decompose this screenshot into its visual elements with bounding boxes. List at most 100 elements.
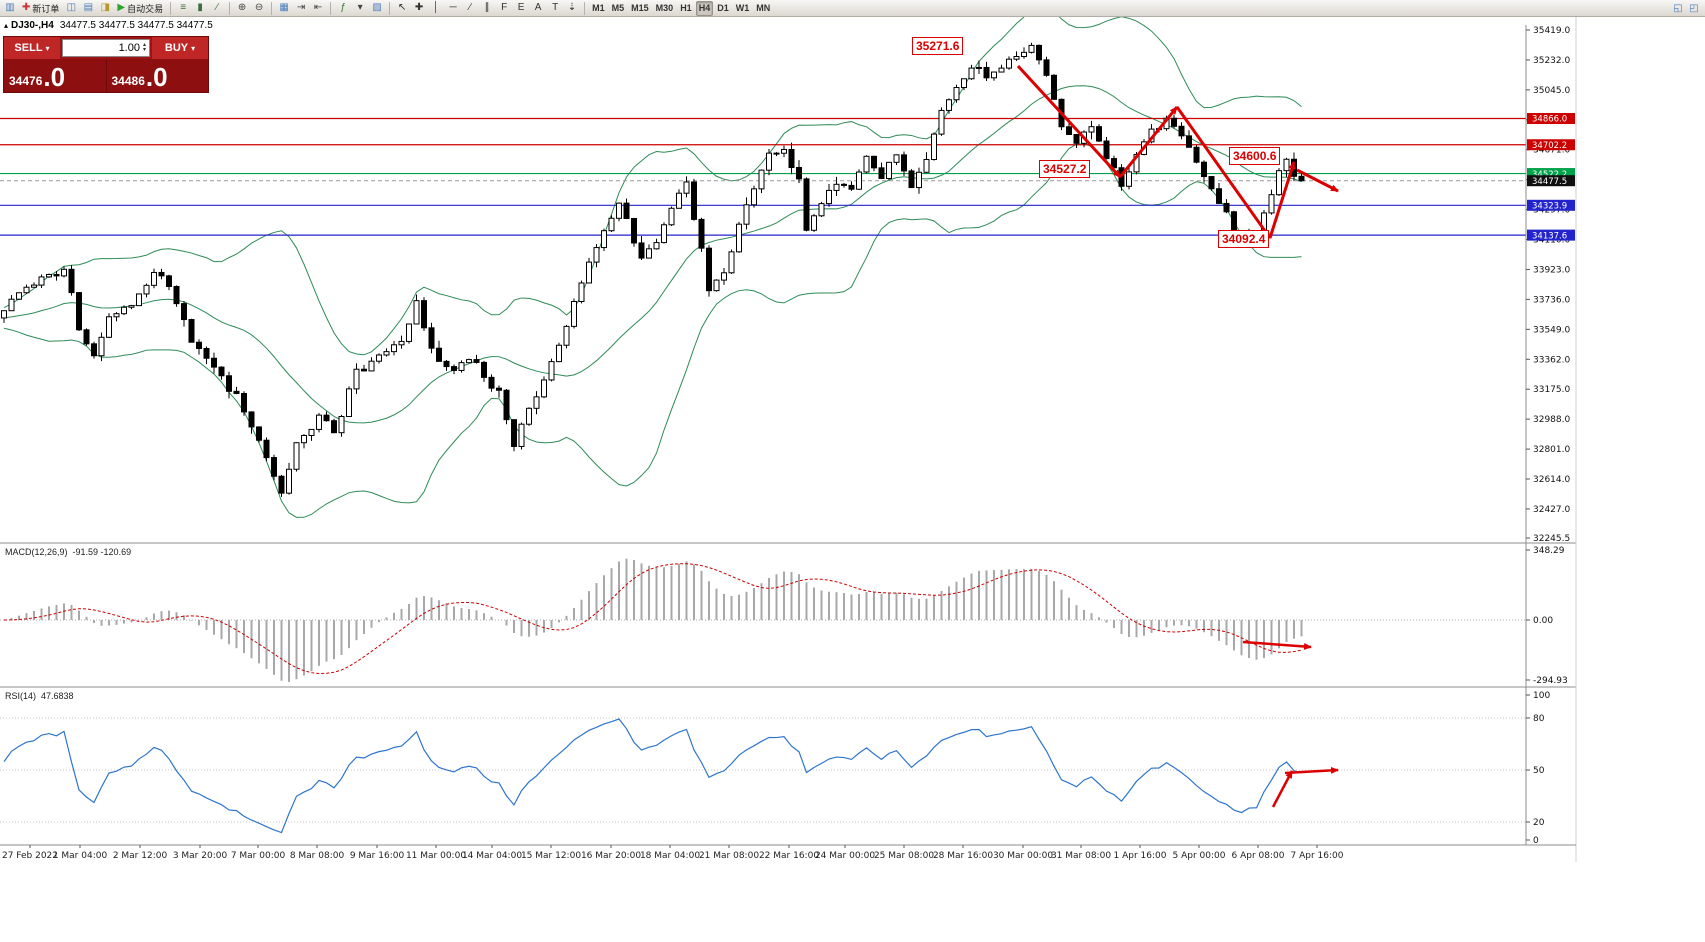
trend-arrow[interactable]	[1268, 161, 1296, 239]
market-watch-icon[interactable]: ◫	[63, 1, 79, 16]
price-annotation-34527.2[interactable]: 34527.2	[1039, 160, 1091, 178]
timeframe-w1-button[interactable]: W1	[735, 3, 750, 13]
fibonacci-icon[interactable]: F	[496, 1, 512, 16]
text-label-icon[interactable]: T	[547, 1, 563, 16]
ellipse-icon[interactable]: E	[513, 1, 529, 16]
indicators-icon[interactable]: ƒ	[335, 1, 351, 16]
toolbar-separator	[389, 1, 391, 15]
price-scale[interactable]: 35419.035232.035045.034858.034671.034484…	[0, 25, 1576, 846]
line-chart-icon[interactable]: ∕	[209, 1, 225, 16]
chevron-down-icon: ▾	[191, 43, 196, 53]
svg-text:35419.0: 35419.0	[1533, 26, 1570, 36]
svg-text:32988.0: 32988.0	[1533, 415, 1570, 425]
auto-scroll-icon[interactable]: ⇥	[293, 1, 309, 16]
data-window-icon: ▤	[83, 2, 94, 13]
rsi-panel[interactable]	[0, 717, 1526, 834]
svg-text:50: 50	[1533, 766, 1545, 776]
rsi-name: RSI(14)	[5, 691, 37, 701]
sell-price[interactable]: 34476 .0	[4, 59, 106, 92]
periods-dropdown-icon[interactable]: ▾	[352, 1, 368, 16]
text-icon[interactable]: A	[530, 1, 546, 16]
rsi-arrow[interactable]	[1271, 770, 1294, 808]
templates-icon[interactable]: ▨	[369, 1, 385, 16]
timeframe-m5-button[interactable]: M5	[611, 3, 625, 13]
autotrading-button[interactable]: ▶ 自动交易	[114, 1, 166, 16]
tile-windows-icon[interactable]: ▦	[276, 1, 292, 16]
trendline-icon[interactable]: ∕	[462, 1, 478, 16]
price-annotation-34600.6[interactable]: 34600.6	[1229, 147, 1281, 165]
trend-arrows[interactable]	[1016, 64, 1339, 808]
svg-text:34137.6: 34137.6	[1532, 231, 1567, 241]
svg-text:15 Mar 12:00: 15 Mar 12:00	[521, 851, 581, 861]
price-annotation-35271.6[interactable]: 35271.6	[912, 37, 964, 55]
indicators-icon: ƒ	[340, 2, 346, 13]
trend-arrow[interactable]	[1175, 106, 1272, 239]
data-window-icon[interactable]: ▤	[80, 1, 96, 16]
trend-arrow[interactable]	[1016, 64, 1122, 179]
sell-label: SELL	[14, 42, 43, 54]
vertical-line-icon[interactable]: │	[428, 1, 444, 16]
rsi-arrow[interactable]	[1284, 766, 1339, 775]
volume-decrease-button[interactable]: ▾	[142, 47, 146, 53]
svg-text:7 Apr 16:00: 7 Apr 16:00	[1291, 851, 1344, 861]
cursor-icon[interactable]: ↖	[394, 1, 410, 16]
zoom-in-icon[interactable]: ⊕	[234, 1, 250, 16]
sell-button[interactable]: SELL ▾	[4, 37, 60, 59]
crosshair-icon[interactable]: ✚	[411, 1, 427, 16]
new-chart-icon: ▥	[5, 2, 15, 13]
chart-window-icon[interactable]: ◱	[1670, 1, 1686, 16]
chart-canvas[interactable]: 35419.035232.035045.034858.034671.034484…	[0, 17, 1705, 942]
periods-dropdown-icon: ▾	[357, 2, 363, 13]
svg-text:1 Apr 16:00: 1 Apr 16:00	[1114, 851, 1167, 861]
buy-price-small: 34486	[111, 74, 145, 88]
timeframe-mn-button[interactable]: MN	[756, 3, 771, 13]
volume-increase-button[interactable]: ▴	[142, 42, 146, 48]
rsi-value: 47.6838	[41, 691, 74, 701]
channel-icon[interactable]: ∥	[479, 1, 495, 16]
arrows-icon[interactable]: ⇣	[564, 1, 580, 16]
price-annotation-34092.4[interactable]: 34092.4	[1218, 230, 1270, 248]
timeframe-m30-button[interactable]: M30	[655, 3, 674, 13]
buy-price-big: .0	[145, 62, 168, 92]
svg-text:80: 80	[1533, 714, 1545, 724]
zoom-out-icon[interactable]: ⊖	[251, 1, 267, 16]
volume-input[interactable]: 1.00 ▴ ▾	[62, 39, 150, 57]
zoom-out-icon: ⊖	[254, 2, 264, 13]
macd-panel[interactable]	[0, 558, 1526, 682]
chart-shift-icon[interactable]: ⇤	[310, 1, 326, 16]
crosshair-icon: ✚	[414, 2, 424, 13]
trend-arrow[interactable]	[1118, 106, 1179, 178]
chart-list-icon[interactable]: ◰	[1686, 1, 1702, 16]
ohlc-values: 34477.5 34477.5 34477.5 34477.5	[59, 20, 213, 31]
new-order-button-label: 新订单	[32, 3, 60, 14]
timeframe-h1-button[interactable]: H1	[680, 3, 692, 13]
trend-arrow[interactable]	[1296, 168, 1339, 193]
fibonacci-icon: F	[501, 2, 508, 13]
navigator-icon[interactable]: ◨	[97, 1, 113, 16]
buy-button[interactable]: BUY ▾	[152, 37, 208, 59]
toolbar-separator	[584, 1, 586, 15]
svg-text:11 Mar 00:00: 11 Mar 00:00	[406, 851, 466, 861]
horizontal-line-icon[interactable]: ─	[445, 1, 461, 16]
candlesticks-icon[interactable]: ▮	[192, 1, 208, 16]
timeframe-d1-button[interactable]: D1	[717, 3, 729, 13]
one-click-panel-toggle[interactable]: ▴	[4, 21, 9, 30]
toolbar-right-icons: ◱ ◰	[1670, 1, 1702, 16]
buy-price[interactable]: 34486 .0	[105, 59, 209, 92]
timeframe-h4-button[interactable]: H4	[695, 0, 714, 16]
svg-text:33923.0: 33923.0	[1533, 265, 1570, 275]
new-chart-icon[interactable]: ▥	[2, 1, 18, 16]
bars-icon[interactable]: ≡	[175, 1, 191, 16]
buy-label: BUY	[164, 42, 189, 54]
new-order-button[interactable]: ✚ 新订单	[19, 1, 62, 16]
svg-text:33362.0: 33362.0	[1533, 355, 1570, 365]
timeframe-m1-button[interactable]: M1	[592, 3, 605, 13]
svg-text:25 Mar 08:00: 25 Mar 08:00	[874, 851, 934, 861]
cursor-icon: ↖	[397, 2, 407, 13]
macd-arrow[interactable]	[1242, 640, 1312, 650]
horizontal-line-icon: ─	[449, 2, 457, 13]
main-chart-panel[interactable]	[0, 17, 1526, 518]
timeframe-m15-button[interactable]: M15	[631, 3, 649, 13]
svg-text:-294.93: -294.93	[1533, 676, 1568, 686]
